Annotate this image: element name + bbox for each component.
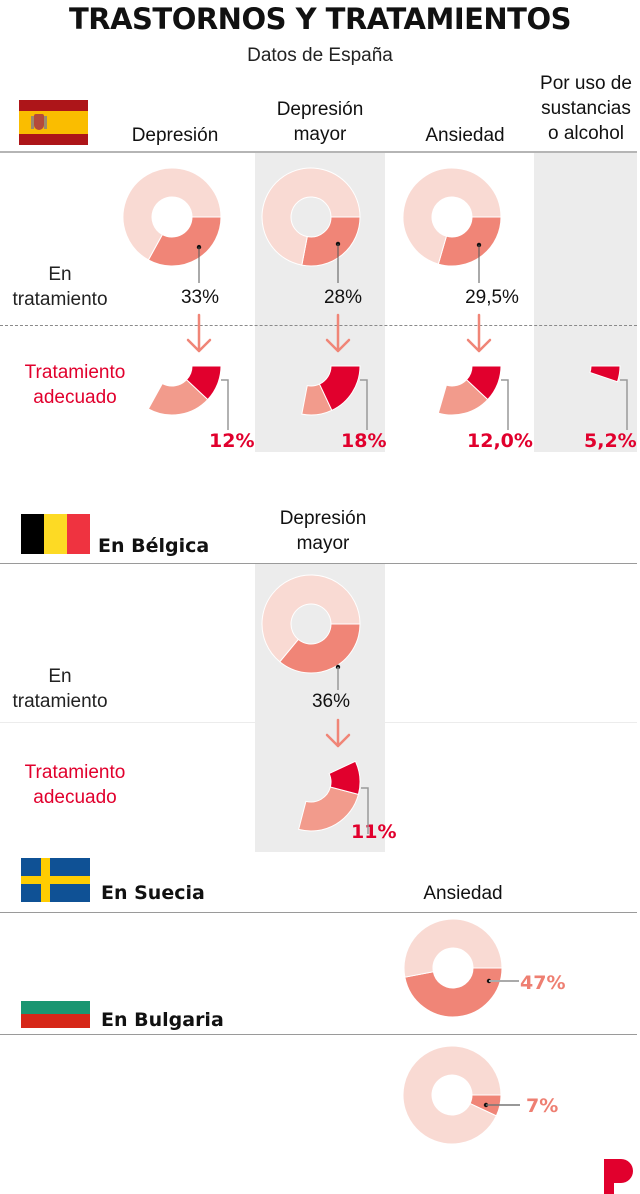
belgium-donut-treated-slice (279, 623, 361, 674)
belgium-donut-untreated-slice (261, 574, 361, 663)
spain-arrow-icon-1 (325, 313, 351, 353)
bulgaria-donut-untreated-slice (402, 1045, 502, 1145)
spain-adequate-leader-3 (620, 379, 628, 430)
row-label-line: tratamiento (12, 691, 108, 712)
sweden-flag-icon (21, 858, 90, 902)
spain-adequate-slice-2 (465, 365, 502, 401)
bulgaria-flag-icon (21, 999, 90, 1028)
spain-row-divider (0, 325, 637, 326)
spain-donut-0-untreated-slice (122, 167, 222, 261)
belgium-header-divider (0, 563, 637, 564)
row-label-tratamiento-adecuado: Tratamiento adecuado (0, 360, 150, 410)
column-header-line: Depresión (131, 125, 219, 146)
chart-title: TRASTORNOS Y TRATAMIENTOS (68, 2, 572, 36)
column-header-line: Por uso de (540, 73, 632, 94)
column-header-depresion-mayor: Depresión mayor (255, 97, 385, 147)
row-label-line: adecuado (33, 387, 117, 408)
spain-depresion-mayor-adequate-label: 18% (341, 430, 387, 452)
belgium-treatment-label: 36% (311, 691, 351, 712)
bulgaria-treatment-label: 7% (526, 1095, 559, 1117)
sweden-donut-untreated-slice (403, 918, 503, 978)
column-header-ansiedad: Ansiedad (400, 123, 530, 148)
belgium-adequate-leader (361, 787, 369, 834)
spain-treated-not-adequate-slice-0 (147, 378, 209, 416)
spain-donut-1-treated-slice (301, 216, 361, 267)
spain-ansiedad-adequate-label: 12,0% (467, 430, 533, 452)
column-header-line: Ansiedad (425, 125, 505, 146)
sweden-treatment-label: 47% (520, 972, 566, 994)
row-label-en-tratamiento: En tratamiento (0, 262, 120, 312)
column-band-sustancias (534, 153, 637, 452)
belgium-row-label-tratamiento-adecuado: Tratamiento adecuado (0, 760, 150, 810)
publisher-logo-icon (604, 1159, 633, 1194)
row-label-line: Tratamiento (24, 362, 126, 383)
spain-depresion-adequate-label: 12% (209, 430, 255, 452)
belgium-adequate-slice (328, 760, 361, 795)
row-label-line: adecuado (33, 787, 117, 808)
spain-sustancias-adequate-label: 5,2% (584, 430, 637, 452)
column-header-depresion: Depresión (110, 123, 240, 148)
belgium-treated-not-adequate-slice (298, 786, 360, 832)
spain-header-divider (0, 151, 637, 153)
spain-donut-0-treated-slice (147, 216, 222, 267)
bulgaria-header-divider (0, 1034, 637, 1035)
column-header-line: Depresión (276, 99, 364, 120)
belgium-arrow-icon (325, 718, 351, 748)
spain-depresion-treatment-label: 33% (180, 287, 220, 308)
belgium-row-label-en-tratamiento: En tratamiento (0, 664, 120, 714)
column-header-suecia-ansiedad: Ansiedad (398, 881, 528, 906)
spain-flag-icon (19, 100, 88, 145)
spain-donut-2-treated-slice (437, 216, 502, 267)
belgium-adequate-label: 11% (351, 821, 397, 843)
spain-adequate-slice-3 (589, 365, 621, 383)
spain-donut-1-untreated-slice (261, 167, 361, 266)
spain-depresion-mayor-treatment-label: 28% (323, 287, 363, 308)
spain-adequate-leader-0 (221, 379, 229, 430)
row-label-line: Tratamiento (24, 762, 126, 783)
country-label-suecia: En Suecia (101, 882, 205, 904)
belgium-flag-icon (21, 514, 90, 554)
column-header-sustancias: Por uso de sustancias o alcohol (524, 71, 640, 146)
spain-arrow-icon-0 (186, 313, 212, 353)
spain-donut-2-untreated-slice (402, 167, 502, 265)
spain-arrow-icon-2 (466, 313, 492, 353)
country-label-bulgaria: En Bulgaria (101, 1009, 224, 1031)
belgium-row-divider (0, 722, 637, 723)
chart-subtitle: Datos de España (247, 45, 393, 66)
sweden-header-divider (0, 912, 637, 913)
row-label-line: tratamiento (12, 289, 108, 310)
spain-adequate-leader-1 (360, 379, 368, 430)
column-header-line: o alcohol (547, 123, 625, 144)
spain-adequate-leader-2 (501, 379, 509, 430)
country-label-belgica: En Bélgica (98, 535, 210, 557)
spain-adequate-slice-0 (185, 365, 222, 401)
spain-adequate-slice-1 (318, 365, 361, 412)
spain-treated-not-adequate-slice-1 (301, 383, 333, 416)
row-label-line: En (48, 666, 72, 687)
column-header-line: sustancias (541, 98, 631, 119)
spain-ansiedad-treatment-label: 29,5% (465, 287, 519, 308)
sweden-donut-treated-slice (404, 967, 503, 1018)
column-header-line: Ansiedad (423, 883, 503, 904)
column-header-line: mayor (293, 124, 347, 145)
column-header-line: mayor (296, 533, 350, 554)
column-header-line: Depresión (279, 508, 367, 529)
column-header-belgica-depresion-mayor: Depresión mayor (255, 506, 391, 556)
row-label-line: En (48, 264, 72, 285)
